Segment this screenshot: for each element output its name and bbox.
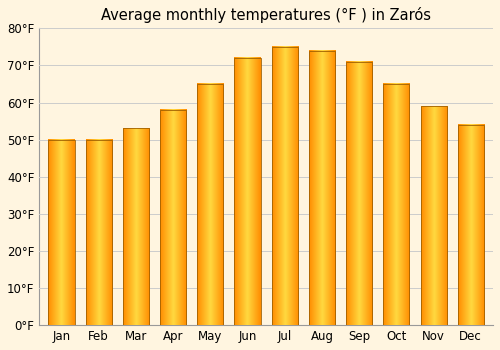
Bar	[198, 84, 224, 325]
Bar	[123, 128, 149, 325]
Bar	[234, 58, 260, 325]
Bar	[160, 110, 186, 325]
Bar	[346, 62, 372, 325]
Bar	[48, 140, 74, 325]
Bar	[272, 47, 297, 325]
Bar	[420, 106, 446, 325]
Bar	[420, 106, 446, 325]
Bar	[198, 84, 224, 325]
Bar	[272, 47, 297, 325]
Bar	[123, 128, 149, 325]
Bar	[384, 84, 409, 325]
Bar	[309, 50, 335, 325]
Bar	[384, 84, 409, 325]
Bar	[86, 140, 112, 325]
Bar	[309, 50, 335, 325]
Bar	[458, 125, 484, 325]
Bar	[48, 140, 74, 325]
Bar	[160, 110, 186, 325]
Bar	[458, 125, 484, 325]
Bar	[346, 62, 372, 325]
Bar	[86, 140, 112, 325]
Title: Average monthly temperatures (°F ) in Zarós: Average monthly temperatures (°F ) in Za…	[101, 7, 431, 23]
Bar	[234, 58, 260, 325]
